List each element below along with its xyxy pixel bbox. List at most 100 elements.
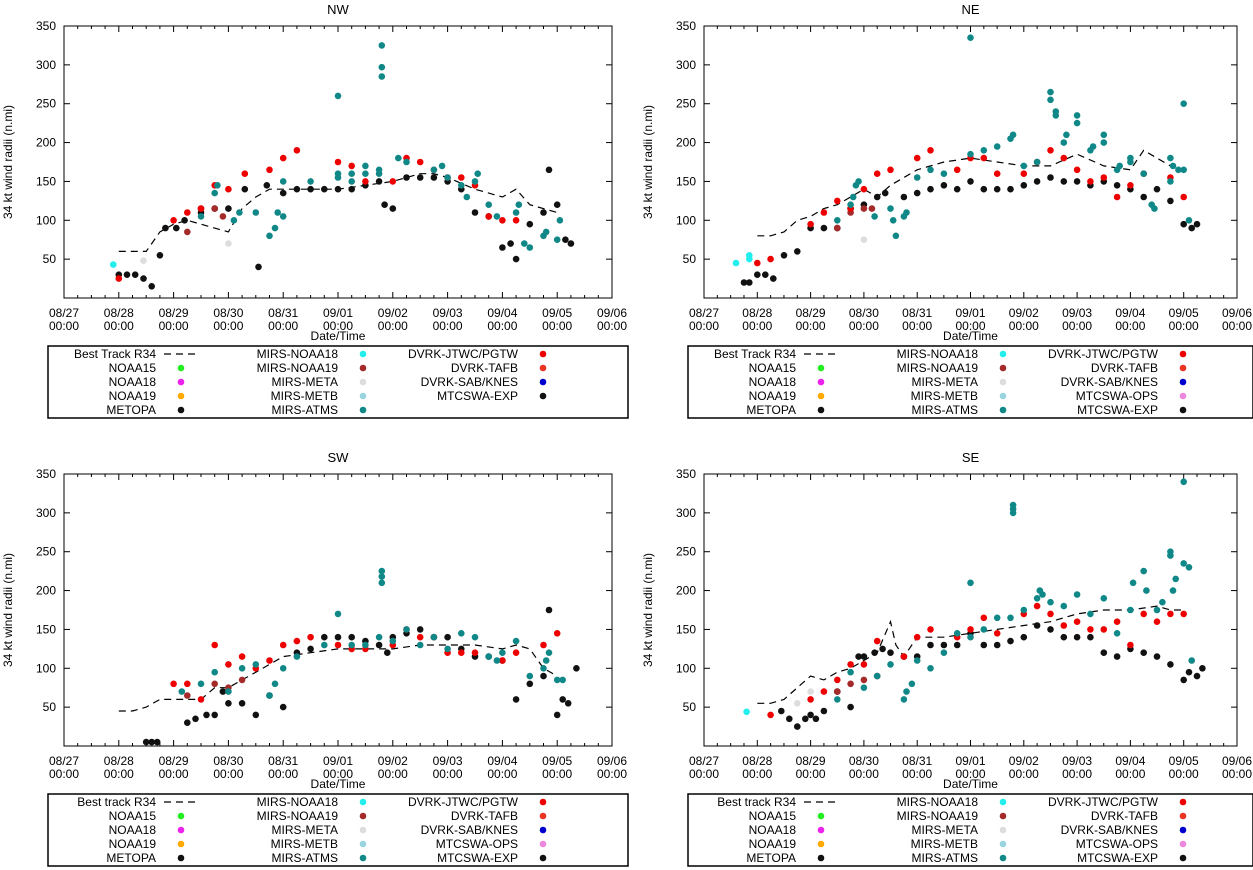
chart-panel-sw: SW5010015020025030035008/2700:0008/2800:… — [1, 450, 629, 867]
point-mirs-atms — [430, 633, 438, 641]
point-metopa — [780, 252, 788, 259]
point-mirs-atms — [1039, 591, 1046, 598]
point-metopa — [802, 715, 809, 723]
point-mirs-atms — [993, 143, 1001, 150]
point-mirs-atms — [1009, 501, 1017, 509]
point-metopa — [526, 680, 534, 688]
point-dvrk-jtwc-pgtw — [1113, 618, 1121, 625]
point-mirs-atms — [307, 178, 314, 185]
point-metopa — [184, 719, 191, 726]
point-mirs-atms — [559, 676, 566, 684]
legend-swatch-mtcswa-ops — [1179, 392, 1187, 400]
legend-swatch-mtcswa-exp — [1179, 406, 1187, 414]
legend-label: METOPA — [106, 403, 156, 417]
point-mirs-atms — [512, 637, 520, 645]
point-metopa — [512, 255, 520, 263]
legend-swatch-dvrk-sab-knes — [1179, 378, 1187, 386]
point-mirs-noaa19 — [834, 224, 841, 232]
x-tick-time: 00:00 — [542, 767, 572, 781]
x-tick-label: 08/27 — [49, 754, 79, 768]
y-tick-label: 250 — [676, 545, 696, 559]
point-mirs-meta — [860, 236, 868, 243]
point-mirs-atms — [1073, 591, 1081, 598]
point-dvrk-jtwc-pgtw — [1073, 166, 1081, 174]
point-dvrk-jtwc-pgtw — [1140, 610, 1147, 618]
point-metopa — [142, 738, 150, 746]
legend-swatch-dvrk-jtwc-pgtw — [1179, 798, 1187, 806]
x-tick-time: 00:00 — [1222, 319, 1252, 333]
legend-label: NOAA18 — [749, 823, 797, 837]
point-mirs-atms — [348, 170, 356, 177]
point-dvrk-jtwc-pgtw — [913, 154, 921, 162]
point-mirs-atms — [542, 228, 550, 236]
chart-title: SE — [962, 450, 980, 465]
point-metopa — [140, 275, 147, 282]
point-dvrk-jtwc-pgtw — [499, 657, 506, 664]
legend-label: MIRS-META — [272, 375, 338, 389]
point-mirs-atms — [903, 209, 910, 216]
x-tick-label: 08/30 — [849, 306, 879, 320]
point-metopa — [820, 224, 828, 232]
chart-panel-ne: NE5010015020025030035008/2700:0008/2800:… — [641, 2, 1253, 419]
point-mirs-atms — [252, 661, 260, 668]
legend-label: NOAA19 — [749, 389, 797, 403]
point-dvrk-jtwc-pgtw — [820, 688, 828, 695]
x-tick-time: 00:00 — [542, 319, 572, 333]
point-mirs-atms — [1180, 166, 1187, 174]
x-tick-label: 08/28 — [742, 306, 772, 320]
point-metopa — [847, 703, 854, 711]
x-tick-time: 00:00 — [689, 319, 719, 333]
point-mirs-atms — [1140, 567, 1147, 575]
point-metopa — [263, 182, 271, 189]
chart-panel-se: SE5010015020025030035008/2700:0008/2800:… — [641, 450, 1253, 867]
point-metopa — [754, 271, 761, 279]
point-metopa — [381, 201, 388, 208]
point-mirs-atms — [271, 680, 279, 688]
x-tick-time: 00:00 — [433, 319, 463, 333]
point-dvrk-jtwc-pgtw — [458, 174, 465, 181]
point-mirs-atms — [900, 696, 908, 703]
point-metopa — [540, 209, 547, 216]
point-dvrk-jtwc-pgtw — [927, 147, 934, 154]
x-tick-label: 09/01 — [323, 306, 353, 320]
point-dvrk-jtwc-pgtw — [1180, 610, 1187, 618]
point-metopa — [1199, 665, 1206, 672]
legend-swatch-mtcswa-exp — [539, 854, 547, 862]
point-mirs-atms — [1180, 478, 1187, 486]
point-mirs-noaa19 — [834, 688, 841, 695]
legend-swatch-mirs-meta — [359, 826, 367, 834]
x-tick-time: 00:00 — [1115, 767, 1145, 781]
point-mirs-atms — [1127, 606, 1134, 614]
point-mirs-atms — [1100, 139, 1108, 146]
point-metopa — [740, 279, 748, 286]
point-metopa — [255, 263, 262, 271]
legend-label: DVRK-SAB/KNES — [421, 375, 518, 389]
legend-box — [687, 345, 1253, 419]
point-dvrk-jtwc-pgtw — [266, 657, 273, 664]
legend-swatch-mtcswa-ops — [1179, 840, 1187, 848]
point-metopa — [307, 185, 314, 193]
legend-box — [47, 793, 629, 867]
point-metopa — [820, 707, 828, 715]
x-tick-time: 00:00 — [902, 319, 932, 333]
point-metopa — [348, 633, 356, 641]
legend-label: METOPA — [106, 851, 156, 865]
point-mirs-atms — [214, 182, 221, 189]
y-tick-label: 50 — [683, 700, 697, 714]
x-tick-label: 09/03 — [1062, 306, 1092, 320]
point-dvrk-jtwc-pgtw — [512, 217, 520, 224]
legend-swatch-mirs-noaa18 — [359, 798, 367, 806]
point-mirs-atms — [378, 73, 386, 80]
legend-swatch-dvrk-jtwc-pgtw — [539, 798, 547, 806]
point-mirs-atms — [471, 178, 479, 185]
y-tick-label: 250 — [36, 545, 56, 559]
legend-label: MIRS-META — [272, 823, 338, 837]
x-tick-time: 00:00 — [742, 767, 772, 781]
point-dvrk-jtwc-pgtw — [1047, 610, 1054, 618]
y-tick-label: 200 — [676, 584, 696, 598]
point-mirs-atms — [474, 170, 482, 177]
point-mirs-atms — [348, 178, 356, 185]
legend-swatch-metopa — [177, 406, 185, 414]
point-mirs-atms — [403, 626, 410, 633]
legend-label: NOAA18 — [749, 375, 797, 389]
